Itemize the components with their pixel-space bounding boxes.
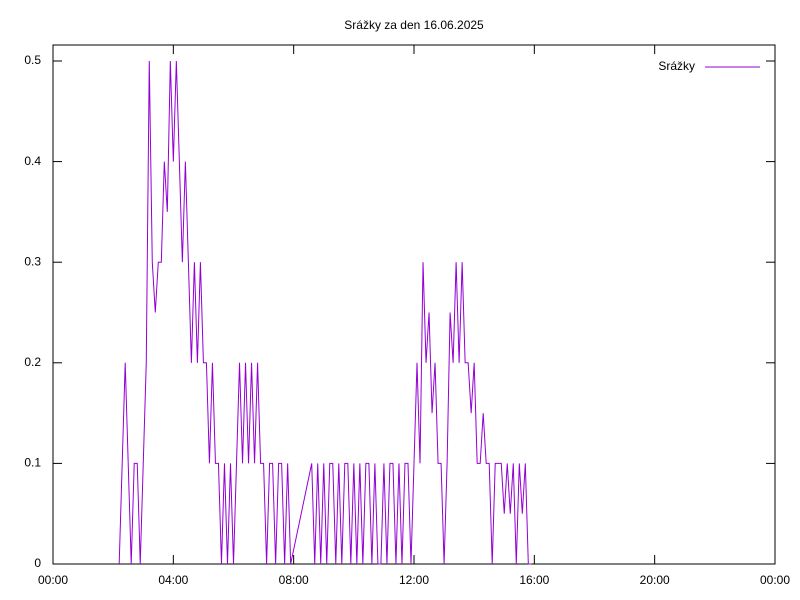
y-tick-label: 0 [34,556,41,570]
x-tick-label: 12:00 [399,573,429,587]
plot-frame [52,44,776,565]
legend-label: Srážky [658,59,695,73]
y-tick-label: 0.5 [24,53,41,67]
y-tick-label: 0.3 [24,254,41,268]
y-tick-label: 0.2 [24,355,41,369]
x-tick-label: 00:00 [760,573,790,587]
y-tick-label: 0.1 [24,456,41,470]
x-tick-label: 16:00 [519,573,549,587]
data-line [118,60,532,565]
y-tick-label: 0.4 [24,154,41,168]
x-tick-label: 08:00 [279,573,309,587]
x-tick-label: 20:00 [640,573,670,587]
x-tick-label: 04:00 [158,573,188,587]
chart-title: Srážky za den 16.06.2025 [344,18,484,32]
x-tick-label: 00:00 [38,573,68,587]
